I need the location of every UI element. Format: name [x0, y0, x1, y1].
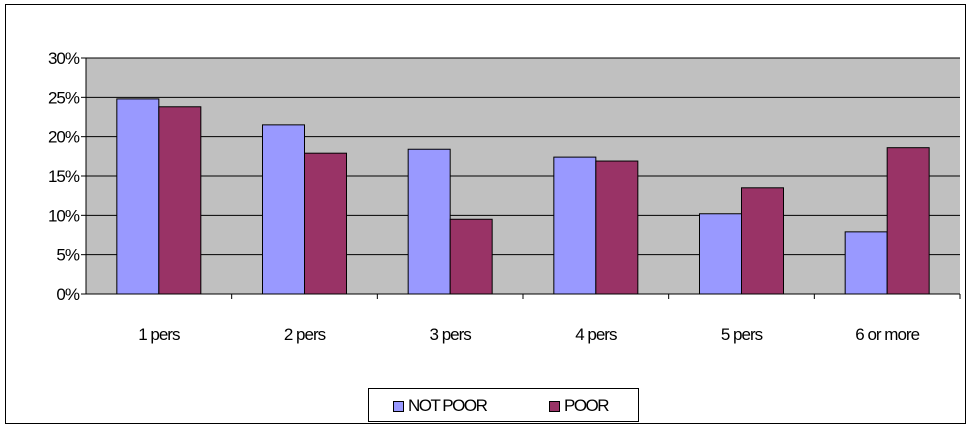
bar-poor	[304, 152, 347, 295]
bar-not-poor	[407, 148, 451, 295]
x-tick-label: 6 or more	[855, 325, 919, 344]
bar-poor	[449, 218, 493, 295]
y-tick-label: 5%	[56, 246, 79, 265]
y-tick-label: 0%	[56, 285, 79, 304]
y-tick-label: 20%	[48, 128, 80, 147]
x-tick-label: 4 pers	[575, 325, 617, 344]
x-tick-label: 5 pers	[721, 325, 763, 344]
bar-not-poor	[262, 124, 305, 295]
bar-not-poor	[116, 98, 160, 295]
legend-swatch-poor	[549, 400, 560, 412]
bar-not-poor	[844, 231, 888, 295]
bar-not-poor	[699, 213, 742, 295]
y-tick-label: 25%	[48, 88, 80, 107]
legend-label-poor: POOR	[564, 396, 610, 415]
legend-item-not-poor: NOT POOR	[393, 396, 488, 416]
bar-not-poor	[553, 156, 597, 295]
legend-label-not-poor: NOT POOR	[408, 396, 488, 415]
x-tick-label: 3 pers	[430, 325, 472, 344]
legend: NOT POOR POOR	[368, 388, 639, 422]
y-tick-label: 10%	[48, 206, 80, 225]
bar-poor	[886, 147, 930, 295]
y-tick-label: 30%	[48, 49, 80, 68]
x-tick-label: 1 pers	[138, 325, 180, 344]
legend-swatch-not-poor	[393, 400, 404, 412]
bar-poor	[741, 187, 784, 295]
bar-poor	[595, 160, 639, 295]
bar-poor	[158, 106, 202, 295]
legend-item-poor: POOR	[549, 396, 610, 416]
x-tick-label: 2 pers	[284, 325, 326, 344]
y-tick-label: 15%	[48, 167, 80, 186]
